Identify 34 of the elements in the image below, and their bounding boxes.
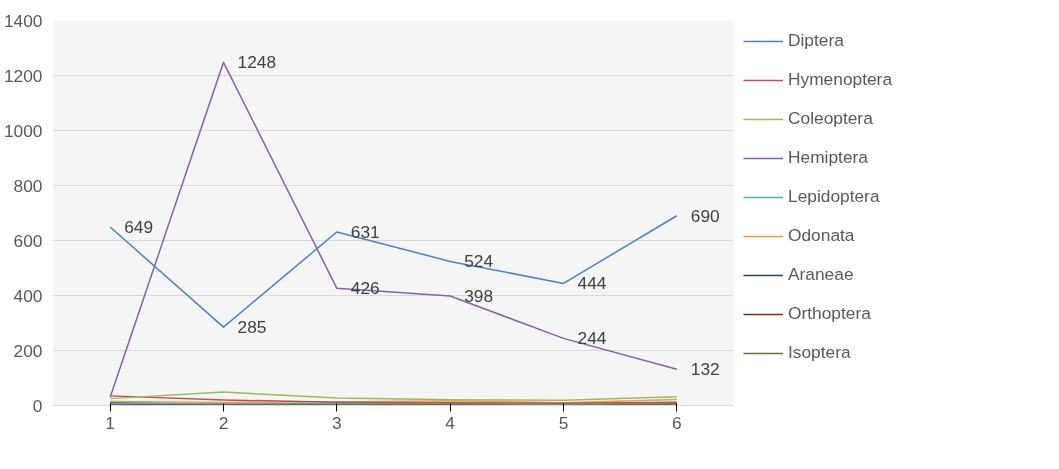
y-tick-label: 0 [32, 395, 43, 416]
line-series [109, 391, 678, 402]
data-label: 132 [690, 359, 720, 380]
data-label: 1248 [237, 52, 277, 73]
legend-label: Coleoptera [788, 108, 873, 129]
y-tick-label: 200 [13, 340, 43, 361]
x-tick-label: 5 [558, 412, 569, 433]
data-label: 690 [690, 205, 720, 226]
legend-label: Odonata [788, 225, 855, 246]
data-label: 285 [237, 317, 267, 338]
y-tick-label: 400 [13, 285, 43, 306]
x-tick-label: 4 [445, 412, 456, 433]
y-tick-label: 1000 [3, 120, 43, 141]
y-tick-label: 600 [13, 230, 43, 251]
data-label: 649 [124, 217, 154, 238]
legend-label: Hymenoptera [788, 69, 893, 90]
legend-label: Lepidoptera [788, 186, 880, 207]
legend-label: Orthoptera [788, 303, 871, 324]
data-label: 631 [350, 221, 380, 242]
legend-label: Diptera [788, 30, 844, 51]
x-tick-label: 1 [105, 412, 115, 433]
x-tick-label: 2 [218, 412, 229, 433]
y-tick-label: 1200 [3, 65, 43, 86]
y-tick-label: 800 [13, 175, 43, 196]
legend-label: Araneae [788, 264, 854, 285]
legend-label: Hemiptera [788, 147, 868, 168]
y-tick-label: 1400 [3, 10, 43, 31]
data-label: 398 [464, 286, 494, 307]
data-label: 524 [464, 251, 494, 272]
data-label: 444 [577, 273, 607, 294]
x-tick-label: 6 [672, 412, 682, 433]
legend-label: Isoptera [788, 342, 851, 363]
x-tick-label: 3 [332, 412, 342, 433]
data-label: 244 [577, 328, 607, 349]
